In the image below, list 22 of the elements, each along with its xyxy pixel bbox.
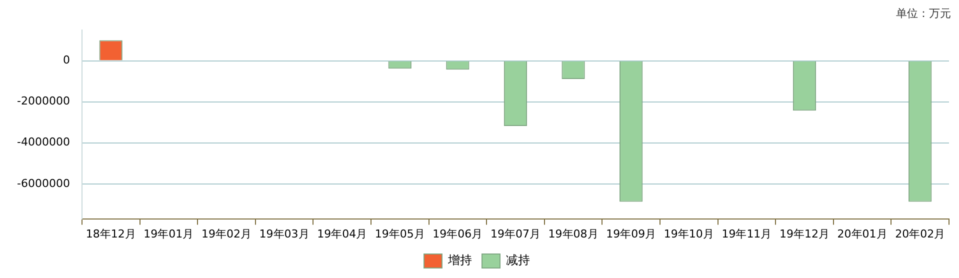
y-tick-label: -2000000 — [16, 94, 70, 108]
x-tick-label: 19年03月 — [259, 227, 310, 240]
x-tick-label: 19年06月 — [432, 227, 483, 240]
x-tick-label: 20年02月 — [895, 227, 946, 240]
x-tick-label: 19年10月 — [664, 227, 714, 240]
x-tick-label: 19年12月 — [779, 227, 830, 240]
x-tick-label: 19年08月 — [548, 227, 598, 240]
x-tick-label: 19年01月 — [144, 227, 194, 240]
legend-label: 减持 — [506, 253, 530, 268]
x-tick-label: 19年05月 — [374, 227, 425, 240]
x-tick-label: 19年02月 — [201, 227, 252, 240]
x-tick-label: 18年12月 — [86, 227, 136, 240]
legend-label: 增持 — [447, 253, 472, 268]
x-tick-label: 19年09月 — [606, 227, 656, 240]
y-tick-label: -4000000 — [16, 136, 70, 149]
x-tick-label: 19年04月 — [317, 227, 368, 240]
x-tick-label: 19年11月 — [722, 227, 772, 240]
text: 单位：万元 — [896, 6, 951, 21]
x-tick-label: 19年07月 — [490, 227, 540, 240]
y-tick-label: 0 — [62, 54, 70, 67]
x-tick-label: 20年01月 — [837, 227, 888, 240]
y-tick-label: -6000000 — [16, 176, 70, 190]
